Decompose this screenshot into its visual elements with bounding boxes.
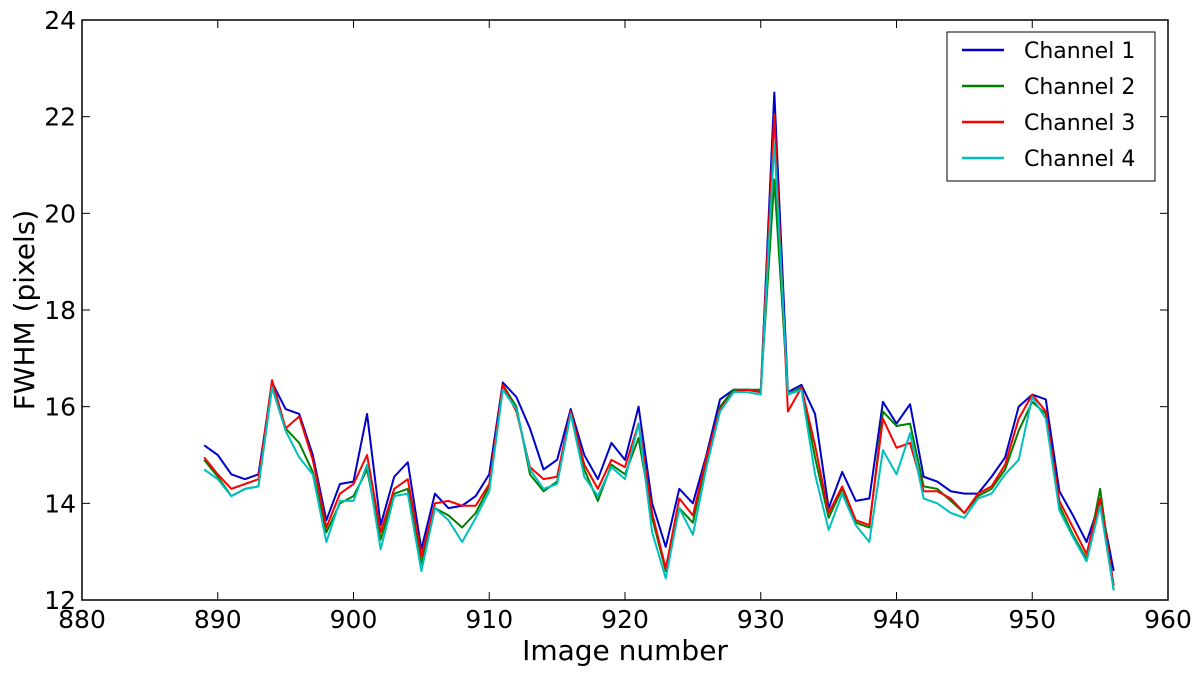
y-axis-label: FWHM (pixels) [8,210,41,411]
y-tick-label: 24 [44,6,76,35]
x-axis-label: Image number [522,634,728,667]
series-line-channel-3 [203,113,1115,586]
legend-label-channel-2: Channel 2 [1024,75,1135,100]
legend-label-channel-4: Channel 4 [1024,147,1135,172]
legend: Channel 1 Channel 2 Channel 3 Channel 4 [946,31,1156,182]
series-line-channel-4 [203,142,1115,591]
y-tick-label: 16 [44,393,76,422]
y-tick-label: 22 [44,103,76,132]
legend-label-channel-3: Channel 3 [1024,111,1135,136]
y-tick-label: 14 [44,489,76,518]
x-tick-label: 910 [465,605,513,634]
x-tick-label: 940 [873,605,921,634]
x-tick-label: 890 [194,605,242,634]
legend-label-channel-1: Channel 1 [1024,39,1135,64]
series-line-channel-2 [203,178,1115,591]
series-line-channel-1 [203,91,1115,572]
y-tick-label: 12 [44,586,76,615]
x-tick-label: 930 [737,605,785,634]
x-tick-label: 950 [1008,605,1056,634]
x-tick-label: 880 [58,605,106,634]
legend-box [946,31,1156,182]
y-tick-label: 18 [44,296,76,325]
series-layer [203,91,1115,591]
x-tick-label: 960 [1144,605,1192,634]
x-tick-label: 900 [330,605,378,634]
axis-ticks: 880 890 900 910 920 930 940 950 960 12 14 16 18 20 22 2… [44,6,1192,634]
x-tick-label: 920 [601,605,649,634]
y-tick-label: 20 [44,199,76,228]
